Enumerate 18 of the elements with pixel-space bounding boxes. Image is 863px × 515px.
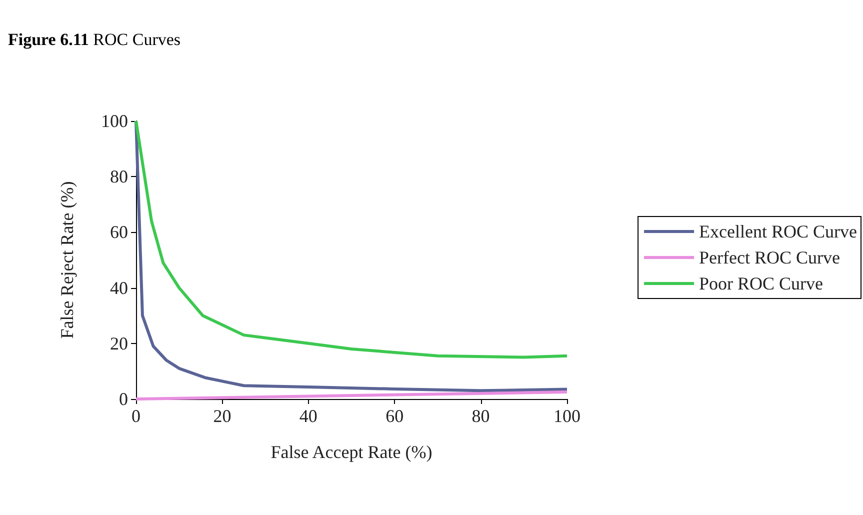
legend-label: Excellent ROC Curve [699,222,858,242]
x-axis-title: False Accept Rate (%) [270,442,432,462]
y-tick-label: 20 [110,333,128,354]
x-tick-label: 100 [554,406,580,426]
x-tick-label: 40 [299,406,318,426]
y-axis-title: False Reject Rate (%) [57,181,77,339]
y-tick-label: 0 [119,389,128,409]
y-tick-label: 100 [101,111,128,131]
x-tick-label: 60 [386,406,404,426]
chart-title: Figure 6.11 ROC Curves [8,30,181,50]
x-tick-label: 20 [213,406,232,426]
x-tick-label: 0 [132,406,140,426]
legend-label: Poor ROC Curve [699,274,824,294]
legend-label: Perfect ROC Curve [699,248,840,268]
y-tick-label: 40 [110,278,128,298]
x-tick-label: 80 [472,406,490,426]
y-tick-label: 80 [110,166,128,187]
y-tick-label: 60 [110,222,128,242]
